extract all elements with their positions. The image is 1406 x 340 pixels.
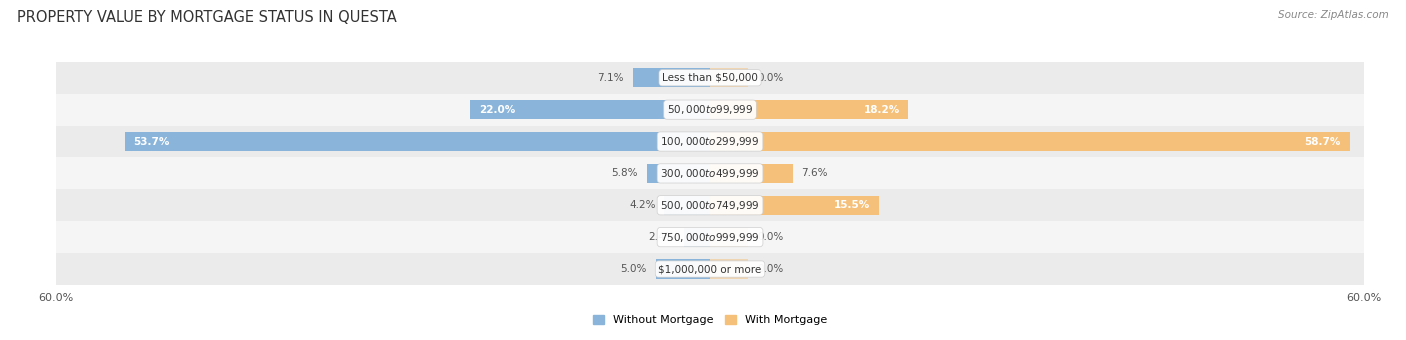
Text: 18.2%: 18.2% (863, 105, 900, 115)
Legend: Without Mortgage, With Mortgage: Without Mortgage, With Mortgage (589, 310, 831, 329)
Text: 0.0%: 0.0% (756, 264, 783, 274)
Text: $300,000 to $499,999: $300,000 to $499,999 (661, 167, 759, 180)
Text: 2.4%: 2.4% (648, 232, 675, 242)
Text: Source: ZipAtlas.com: Source: ZipAtlas.com (1278, 10, 1389, 20)
Text: $100,000 to $299,999: $100,000 to $299,999 (661, 135, 759, 148)
Text: Less than $50,000: Less than $50,000 (662, 73, 758, 83)
Bar (710, 68, 748, 87)
Text: 0.0%: 0.0% (756, 232, 783, 242)
Bar (56, 221, 1364, 253)
Text: 22.0%: 22.0% (479, 105, 515, 115)
Bar (470, 100, 710, 119)
Bar (710, 164, 793, 183)
Bar (710, 196, 879, 215)
Bar (647, 164, 710, 183)
Bar (664, 196, 710, 215)
Text: 0.0%: 0.0% (756, 73, 783, 83)
Bar (56, 157, 1364, 189)
Text: 58.7%: 58.7% (1305, 137, 1341, 147)
Text: $500,000 to $749,999: $500,000 to $749,999 (661, 199, 759, 212)
Bar (56, 125, 1364, 157)
Bar (710, 227, 748, 247)
Bar (683, 227, 710, 247)
Bar (125, 132, 710, 151)
Bar (655, 259, 710, 278)
Bar (56, 62, 1364, 94)
Bar (56, 189, 1364, 221)
Bar (710, 100, 908, 119)
Text: 4.2%: 4.2% (628, 200, 655, 210)
Text: 7.1%: 7.1% (598, 73, 624, 83)
Text: $750,000 to $999,999: $750,000 to $999,999 (661, 231, 759, 244)
Bar (56, 253, 1364, 285)
Text: 15.5%: 15.5% (834, 200, 870, 210)
Text: PROPERTY VALUE BY MORTGAGE STATUS IN QUESTA: PROPERTY VALUE BY MORTGAGE STATUS IN QUE… (17, 10, 396, 25)
Bar (710, 132, 1350, 151)
Bar (633, 68, 710, 87)
Text: 5.0%: 5.0% (620, 264, 647, 274)
Text: $1,000,000 or more: $1,000,000 or more (658, 264, 762, 274)
Bar (710, 259, 748, 278)
Text: 53.7%: 53.7% (134, 137, 170, 147)
Text: $50,000 to $99,999: $50,000 to $99,999 (666, 103, 754, 116)
Bar (56, 94, 1364, 125)
Text: 7.6%: 7.6% (801, 168, 828, 179)
Text: 5.8%: 5.8% (612, 168, 638, 179)
